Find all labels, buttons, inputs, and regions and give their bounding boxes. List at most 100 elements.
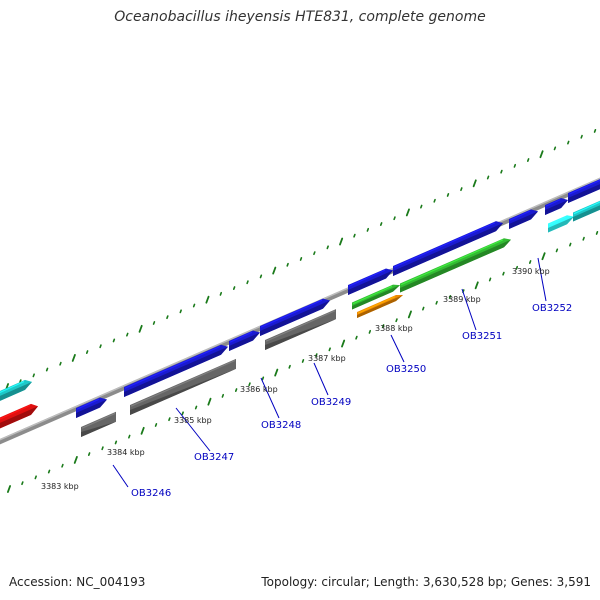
map-title: Oceanobacillus iheyensis HTE831, complet… [114, 9, 486, 25]
gene-feature[interactable] [400, 238, 511, 293]
outer-tick [393, 216, 396, 221]
inner-tick [341, 339, 346, 348]
gene-feature[interactable] [393, 221, 503, 276]
inner-tick [101, 446, 104, 451]
gene-feature[interactable] [573, 199, 600, 222]
outer-tick [526, 158, 530, 162]
gene-feature[interactable] [76, 397, 107, 418]
inner-tick [261, 376, 265, 381]
inner-tick [234, 388, 238, 392]
inner-tick [181, 411, 184, 416]
inner-tick [422, 306, 425, 311]
outer-tick [472, 179, 477, 188]
inner-tick [6, 485, 12, 493]
gene-feature[interactable] [548, 215, 574, 233]
label-connector-line [260, 377, 280, 419]
gene-feature[interactable] [130, 358, 236, 415]
inner-tick [47, 469, 51, 474]
scale-label-3385: 3385 kbp [174, 416, 212, 425]
gene-feature[interactable] [357, 294, 403, 318]
scale-label-3388: 3388 kbp [375, 324, 413, 333]
inner-tick [395, 318, 398, 323]
gene-feature[interactable] [265, 309, 336, 350]
outer-tick [45, 367, 49, 372]
outer-tick [580, 134, 583, 139]
inner-tick [555, 248, 559, 253]
gene-feature[interactable] [229, 330, 260, 351]
inner-tick [288, 364, 291, 369]
label-connector-line [461, 288, 477, 331]
gene-feature[interactable] [509, 209, 538, 229]
inner-tick [474, 281, 479, 290]
scale-label-3383: 3383 kbp [41, 482, 79, 491]
outer-tick [299, 257, 303, 261]
outer-tick [205, 295, 210, 304]
genome-stats-text: Topology: circular; Length: 3,630,528 bp… [261, 575, 591, 589]
outer-tick-marks [4, 129, 597, 391]
outer-tick [99, 344, 102, 349]
gene-feature[interactable] [545, 197, 568, 215]
gene-label-ob3247[interactable]: OB3247 [194, 452, 234, 463]
inner-tick [34, 475, 37, 480]
outer-tick [420, 204, 423, 209]
outer-tick [126, 332, 129, 337]
inner-tick [407, 310, 412, 319]
outer-tick [286, 262, 289, 267]
inner-tick [274, 368, 279, 377]
inner-tick [541, 252, 546, 261]
outer-tick [353, 233, 356, 238]
gene-feature[interactable] [81, 411, 116, 437]
gene-features [0, 177, 600, 437]
gene-feature[interactable] [124, 344, 228, 397]
gene-feature[interactable] [260, 298, 330, 336]
gene-feature[interactable] [568, 177, 600, 203]
label-connectors [112, 257, 547, 488]
inner-tick [488, 277, 492, 282]
inner-tick [168, 417, 171, 422]
outer-tick [32, 373, 35, 378]
gene-label-ob3251[interactable]: OB3251 [462, 331, 502, 342]
inner-tick [87, 452, 91, 457]
outer-tick [500, 169, 503, 174]
gene-feature[interactable] [0, 379, 32, 403]
inner-tick [140, 426, 145, 435]
inner-tick [128, 434, 131, 439]
scale-label-3387: 3387 kbp [308, 354, 346, 363]
scale-label-3386: 3386 kbp [240, 385, 278, 394]
outer-tick [192, 303, 196, 308]
outer-tick [405, 208, 410, 217]
gene-label-ob3248[interactable]: OB3248 [261, 420, 301, 431]
outer-tick [460, 187, 463, 192]
gene-label-ob3249[interactable]: OB3249 [311, 397, 351, 408]
gene-feature[interactable] [0, 403, 38, 431]
inner-tick [328, 347, 331, 352]
gene-feature[interactable] [348, 268, 393, 295]
inner-tick [154, 423, 158, 427]
inner-tick [355, 335, 358, 340]
accession-text: Accession: NC_004193 [9, 575, 146, 589]
outer-tick [152, 321, 156, 325]
gene-label-ob3252[interactable]: OB3252 [532, 303, 572, 314]
outer-tick [219, 291, 223, 296]
gene-label-ob3246[interactable]: OB3246 [131, 488, 171, 499]
outer-tick [366, 227, 370, 232]
scale-label-3384: 3384 kbp [107, 448, 145, 457]
outer-tick [379, 222, 383, 226]
label-connector-line [313, 362, 329, 396]
inner-tick [582, 236, 585, 241]
inner-tick [528, 260, 532, 264]
scale-label-3389: 3389 kbp [443, 295, 481, 304]
inner-tick [381, 324, 385, 328]
outer-tick [433, 198, 436, 203]
inner-tick [569, 242, 572, 247]
outer-tick [553, 146, 557, 151]
inner-tick [368, 329, 372, 334]
label-connector-line [390, 334, 405, 363]
gene-label-ob3250[interactable]: OB3250 [386, 364, 426, 375]
outer-tick [446, 193, 450, 197]
inner-tick [61, 463, 64, 468]
inner-tick [21, 481, 24, 486]
outer-tick [567, 140, 570, 145]
gene-feature[interactable] [352, 284, 400, 310]
